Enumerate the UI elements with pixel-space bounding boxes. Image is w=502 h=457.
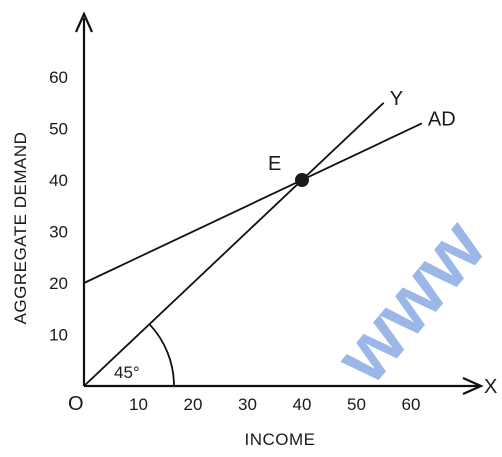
y-axis-arrow	[74, 11, 94, 33]
y-tick-label: 60	[49, 68, 68, 87]
y-tick-label: 10	[49, 326, 68, 345]
y-tick-label: 50	[49, 120, 68, 139]
x-tick-label: 40	[293, 395, 312, 414]
y-tick-label: 30	[49, 223, 68, 242]
series-label-ad: AD	[428, 108, 456, 130]
series-line-y	[83, 102, 385, 387]
y-tick-labels: 10 20 30 40 50 60	[49, 68, 68, 345]
watermark: www	[317, 203, 502, 400]
series-lines: Y AD	[83, 88, 456, 387]
x-tick-label: 30	[238, 395, 257, 414]
x-axis-letter: X	[484, 376, 497, 398]
equilibrium-point	[295, 173, 309, 187]
x-axis-arrow	[462, 376, 484, 396]
y-tick-label: 40	[49, 171, 68, 190]
x-tick-label: 50	[347, 395, 366, 414]
origin-label: O	[68, 393, 84, 415]
x-tick-labels: 10 20 30 40 50 60	[129, 395, 420, 414]
angle-label: 45°	[114, 363, 140, 382]
x-tick-label: 20	[184, 395, 203, 414]
equilibrium-label: E	[268, 153, 281, 175]
angle-arc	[148, 323, 175, 387]
y-axis-title: AGGREGATE DEMAND	[11, 132, 30, 325]
series-line-ad	[83, 122, 423, 284]
x-tick-label: 10	[129, 395, 148, 414]
y-tick-label: 20	[49, 274, 68, 293]
x-axis-title: INCOME	[245, 430, 316, 449]
x-tick-label: 60	[402, 395, 421, 414]
series-label-y: Y	[390, 88, 403, 110]
